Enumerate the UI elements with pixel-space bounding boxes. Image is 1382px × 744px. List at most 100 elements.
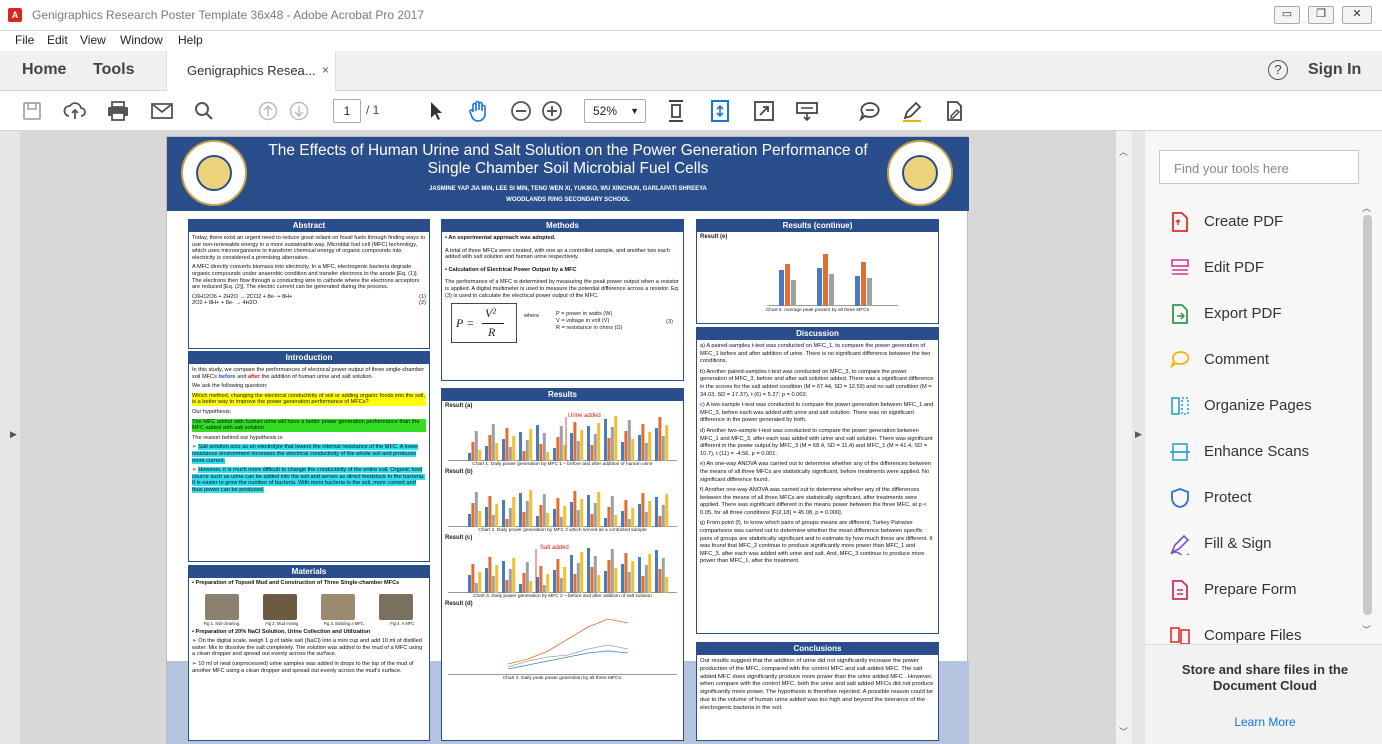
next-page-icon[interactable] bbox=[287, 99, 311, 123]
result-a-label: Result (a) bbox=[445, 403, 473, 409]
email-icon[interactable] bbox=[150, 99, 174, 123]
tools-pane-scrollbar[interactable]: ︿ ﹀ bbox=[1360, 201, 1374, 641]
search-icon[interactable] bbox=[192, 99, 216, 123]
highlight-pen-icon[interactable] bbox=[900, 99, 924, 123]
equation-2: 2O2 + 8H+ + 8e- → 4H2O bbox=[192, 300, 258, 307]
author-names: JASMINE YAP JIA MIN, LEE SI MIN, TENG WE… bbox=[429, 186, 707, 192]
tool-protect[interactable]: Protect bbox=[1169, 487, 1369, 511]
tool-label: Enhance Scans bbox=[1204, 443, 1310, 460]
zoom-level-select[interactable]: 52% ▼ bbox=[584, 99, 646, 123]
right-pane-toggle[interactable]: ▶ bbox=[1132, 131, 1145, 744]
salt-added-note: Salt added bbox=[540, 545, 569, 551]
previous-page-icon[interactable] bbox=[256, 99, 280, 123]
upload-cloud-icon[interactable] bbox=[63, 99, 87, 123]
chart-3: Salt added bbox=[448, 543, 677, 593]
tab-document[interactable]: Genigraphics Resea... × bbox=[166, 51, 336, 91]
tool-enhance-scans[interactable]: Enhance Scans bbox=[1169, 441, 1369, 465]
fill-sign-icon[interactable] bbox=[942, 99, 966, 123]
select-pointer-icon[interactable] bbox=[424, 99, 448, 123]
full-screen-icon[interactable] bbox=[752, 99, 776, 123]
hand-tool-icon[interactable] bbox=[466, 99, 490, 123]
menu-file[interactable]: File bbox=[15, 33, 35, 47]
close-tab-icon[interactable]: × bbox=[322, 63, 330, 77]
equation-2-number: (2) bbox=[419, 300, 426, 307]
save-icon[interactable] bbox=[20, 99, 44, 123]
tool-export-pdf[interactable]: Export PDF bbox=[1169, 303, 1369, 327]
zoom-in-icon[interactable] bbox=[540, 99, 564, 123]
mud-mixing-photo bbox=[263, 593, 297, 620]
intro-p4: The reason behind our hypothesis is: bbox=[192, 434, 284, 441]
results-continue-heading: Results (continue) bbox=[697, 220, 938, 232]
page-number-input[interactable]: 1 bbox=[333, 99, 361, 123]
logo-emblem bbox=[196, 155, 232, 191]
menu-help[interactable]: Help bbox=[178, 33, 203, 47]
reason-2: ➢ However, it is much more difficult to … bbox=[192, 467, 425, 493]
edit-pdf-icon bbox=[1169, 257, 1191, 279]
fill-sign-icon bbox=[1169, 533, 1191, 557]
prepare-form-icon bbox=[1169, 579, 1191, 601]
learn-more-link[interactable]: Learn More bbox=[1234, 715, 1296, 729]
sign-in-button[interactable]: Sign In bbox=[1308, 61, 1362, 78]
introduction-heading: Introduction bbox=[189, 352, 429, 364]
tools-scroll-up-icon[interactable]: ︿ bbox=[1362, 203, 1372, 213]
document-scrollbar[interactable]: ︿ ﹀ bbox=[1115, 131, 1132, 744]
methods-section: Methods • An experimental approach was a… bbox=[441, 219, 684, 381]
discussion-item-e: e) An one-way ANOVA was carried out to d… bbox=[700, 461, 931, 483]
tab-home[interactable]: Home bbox=[22, 61, 67, 78]
menu-edit[interactable]: Edit bbox=[47, 33, 68, 47]
help-icon[interactable]: ? bbox=[1268, 60, 1288, 80]
discussion-heading: Discussion bbox=[697, 328, 938, 340]
tool-organize-pages[interactable]: Organize Pages bbox=[1169, 395, 1369, 419]
school-name: WOODLANDS RING SECONDARY SCHOOL bbox=[506, 197, 630, 203]
menu-view[interactable]: View bbox=[80, 33, 106, 47]
tool-prepare-form[interactable]: Prepare Form bbox=[1169, 579, 1369, 603]
tools-pane: Find your tools here Create PDF Edit PDF E… bbox=[1145, 131, 1382, 744]
fit-page-icon[interactable] bbox=[664, 99, 688, 123]
tab-document-label: Genigraphics Resea... bbox=[187, 63, 316, 78]
left-pane-toggle[interactable]: ▶ bbox=[0, 131, 20, 744]
scrolling-mode-icon[interactable] bbox=[708, 99, 732, 123]
scroll-down-icon[interactable]: ﹀ bbox=[1119, 727, 1129, 737]
results-continue-section: Results (continue) Result (e) Chart 5. A… bbox=[696, 219, 939, 324]
conclusions-section: Conclusions Our results suggest that the… bbox=[696, 642, 939, 741]
tools-scroll-down-icon[interactable]: ﹀ bbox=[1362, 625, 1372, 635]
methods-bullet-2: • Calculation of Electrical Power Output… bbox=[445, 266, 577, 273]
tools-scroll-thumb[interactable] bbox=[1363, 215, 1372, 615]
result-b-label: Result (b) bbox=[445, 469, 473, 475]
expand-left-arrow-icon[interactable]: ▶ bbox=[10, 429, 17, 439]
chart-4-caption: Chart 4. Daily peak power generation by … bbox=[502, 676, 623, 681]
conclusions-text: Our results suggest that the addition of… bbox=[700, 658, 934, 711]
print-icon[interactable] bbox=[106, 99, 130, 123]
find-tools-input[interactable]: Find your tools here bbox=[1159, 150, 1359, 184]
tool-fill-sign[interactable]: Fill & Sign bbox=[1169, 533, 1369, 557]
poster-title: The Effects of Human Urine and Salt Solu… bbox=[268, 142, 868, 177]
mfc-photo bbox=[379, 593, 413, 620]
menu-window[interactable]: Window bbox=[120, 33, 163, 47]
comment-icon bbox=[1169, 349, 1191, 371]
discussion-section: Discussion a) A paired-samples t-test wa… bbox=[696, 327, 939, 634]
collapse-right-arrow-icon[interactable]: ▶ bbox=[1135, 429, 1142, 439]
tool-label: Protect bbox=[1204, 489, 1252, 506]
tool-comment[interactable]: Comment bbox=[1169, 349, 1369, 373]
formula-where: where bbox=[524, 313, 540, 320]
hypothesis: The MFC added with human urine will have… bbox=[192, 418, 426, 432]
materials-bullet-3: ➢ On the digital scale, weigh 1 g of tab… bbox=[192, 638, 423, 658]
comment-icon[interactable] bbox=[858, 99, 882, 123]
discussion-item-a: a) A paired-samples t-test was conducted… bbox=[700, 343, 931, 365]
zoom-out-icon[interactable] bbox=[509, 99, 533, 123]
minimize-button[interactable]: ▭ bbox=[1274, 6, 1300, 24]
tool-create-pdf[interactable]: Create PDF bbox=[1169, 211, 1369, 235]
abstract-p2: A MFC directly converts biomass into ele… bbox=[192, 264, 420, 291]
poster-header: The Effects of Human Urine and Salt Solu… bbox=[167, 137, 969, 211]
read-mode-icon[interactable] bbox=[795, 99, 819, 123]
photo-captions: Fig 1. Soil cleaning. Fig 2. Mud mixing Fi… bbox=[203, 620, 415, 626]
scroll-up-icon[interactable]: ︿ bbox=[1119, 147, 1129, 157]
restore-button[interactable]: ❐ bbox=[1308, 6, 1334, 24]
document-cloud-promo: Store and share files in the Document Cl… bbox=[1145, 644, 1382, 744]
discussion-item-f: f) Another one-way ANOVA was carried out… bbox=[700, 487, 927, 516]
close-window-button[interactable]: ✕ bbox=[1342, 6, 1372, 24]
tab-tools[interactable]: Tools bbox=[93, 61, 135, 78]
tool-edit-pdf[interactable]: Edit PDF bbox=[1169, 257, 1369, 281]
document-viewer[interactable]: The Effects of Human Urine and Salt Solu… bbox=[20, 131, 1115, 744]
reason-1: ➢ Salt solution acts as an electrolyte t… bbox=[192, 444, 419, 464]
